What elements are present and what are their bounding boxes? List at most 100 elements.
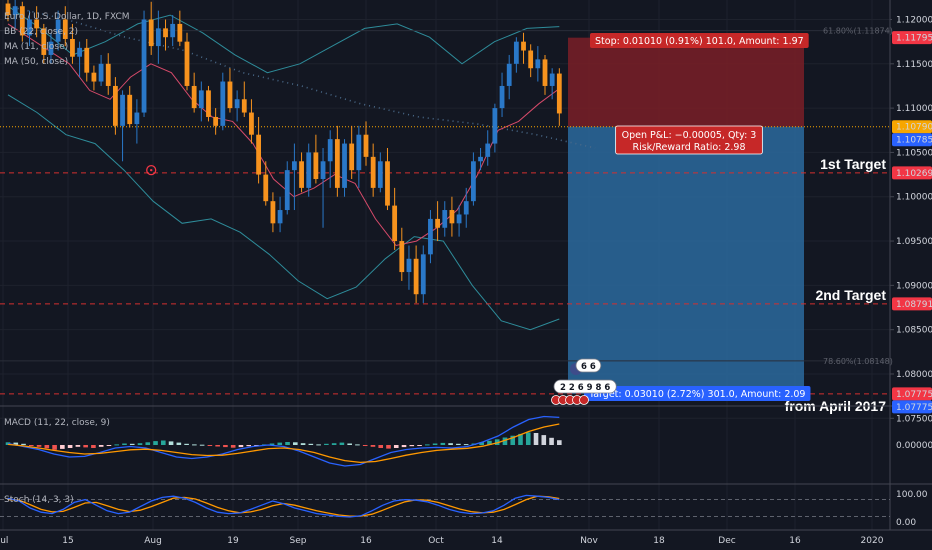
macd-histogram-bar (331, 443, 337, 445)
event-badges-top[interactable]: 6 6 (570, 358, 602, 375)
macd-histogram-bar (479, 442, 484, 445)
candle-body (62, 19, 68, 39)
bb-upper-band (7, 5, 560, 74)
pnl-annotation[interactable]: Open P&L: −0.00005, Qty: 3 Risk/Reward R… (615, 125, 763, 155)
macd-histogram-bar (557, 440, 562, 445)
candle-body (420, 254, 426, 295)
candle-body (41, 28, 47, 55)
macd-histogram-bar (362, 445, 368, 446)
stoch-tick-label: 100.00 (896, 490, 928, 500)
time-tick-label: 15 (62, 536, 73, 546)
macd-histogram-bar (401, 445, 407, 448)
candle-body (456, 214, 462, 224)
macd-histogram-bar (184, 443, 189, 445)
time-tick-label: 19 (227, 536, 239, 546)
candle-body (549, 73, 555, 86)
alert-marker[interactable] (146, 165, 157, 176)
stoch-tick-label: 0.00 (896, 518, 916, 528)
macd-histogram-bar (487, 440, 492, 445)
candle-body (392, 205, 398, 242)
target-box (584, 386, 811, 401)
macd-histogram-bar (316, 444, 321, 446)
macd-histogram-bar (254, 445, 259, 446)
time-tick-label: Aug (144, 536, 162, 546)
macd-histogram-bar (347, 443, 352, 445)
reward-zone[interactable] (568, 126, 804, 394)
time-tick-label: 14 (491, 536, 503, 546)
candle-body (77, 47, 82, 57)
macd-histogram-bar (122, 443, 127, 445)
candle-body (91, 72, 97, 82)
stop-text: Stop: 0.01010 (0.91%) 101.0, Amount: 1.9… (595, 36, 804, 47)
macd-histogram-bar (215, 445, 220, 447)
macd-axis[interactable]: 0.00000 (896, 441, 932, 451)
candle-body (206, 90, 211, 117)
macd-histogram-bar (269, 443, 275, 445)
risk-zone[interactable] (568, 37, 804, 127)
price-label: 1.10785 (896, 136, 932, 146)
candle-body (48, 41, 54, 55)
macd-histogram-bar (176, 442, 182, 445)
target-annotation[interactable]: Target: 0.03010 (2.72%) 301.0, Amount: 2… (584, 386, 811, 401)
candle-body (463, 201, 469, 215)
price-label: 1.11795 (896, 34, 932, 44)
macd-histogram-bar (137, 443, 143, 445)
candle-body (234, 99, 240, 109)
main-legend: Euro / U.S. Dollar, 1D, FXCM BB (22, clo… (4, 12, 130, 67)
macd-histogram-bar (324, 443, 329, 445)
macd-histogram-bar (75, 445, 81, 447)
candle-body (5, 3, 11, 16)
candle-body (227, 81, 233, 109)
candle-body (442, 210, 448, 228)
bb-legend: BB (22, close, 2) (4, 27, 78, 37)
candle-body (34, 19, 40, 29)
price-label-bg (892, 31, 932, 45)
macd-histogram-bar (114, 444, 120, 446)
symbol-title: Euro / U.S. Dollar, 1D, FXCM (4, 12, 130, 22)
candle-body (435, 218, 440, 228)
candle-body (148, 19, 154, 47)
price-tick-label: 1.11000 (896, 104, 932, 114)
time-tick-label: 16 (360, 536, 372, 546)
time-axis[interactable]: Jul 15 Aug 19 Sep 16 Oct 14 Nov 18 Dec 16 2020 (0, 529, 932, 546)
stoch-axis[interactable]: 100.00 0.00 (896, 490, 928, 528)
stop-box (590, 33, 809, 48)
candle-body (12, 6, 18, 16)
macd-histogram-bar (44, 445, 50, 449)
candle-body (513, 41, 519, 64)
macd-histogram-bar (518, 433, 523, 445)
candle-body (492, 108, 498, 144)
macd-histogram-bar (370, 445, 376, 447)
macd-pane[interactable]: MACD (11, 22, close, 9) (4, 415, 562, 467)
macd-histogram-bar (223, 445, 228, 448)
stoch-pane[interactable]: Stoch (14, 3, 3) (0, 494, 890, 518)
candle-body (299, 161, 304, 188)
candle-body (213, 116, 219, 126)
fib-618-label: 61.80%(1.11874) (823, 27, 893, 36)
price-tick-label: 1.11500 (896, 60, 932, 70)
candle-body (263, 174, 269, 202)
candle-body (363, 134, 369, 157)
stop-annotation[interactable]: Stop: 0.01010 (0.91%) 101.0, Amount: 1.9… (590, 33, 809, 48)
macd-histogram-bar (339, 442, 345, 445)
second-target-label: 2nd Target (815, 287, 886, 303)
price-label-bg (892, 297, 932, 311)
macd-histogram-bar (549, 437, 554, 445)
price-label-bg (892, 166, 932, 180)
macd-histogram-bar (393, 445, 399, 448)
candle-body (377, 161, 383, 188)
event-badges-bottom[interactable]: 2 2 6 9 8 6 (551, 379, 617, 405)
macd-histogram-bar (510, 435, 516, 445)
macd-histogram-bar (192, 444, 197, 446)
event-flags (551, 395, 589, 405)
macd-histogram-bar (21, 443, 26, 445)
macd-histogram-bar (440, 442, 446, 445)
candle-body (535, 59, 541, 69)
macd-histogram-bar (67, 445, 73, 448)
macd-histogram-bar (417, 445, 422, 446)
price-tick-label: 1.08000 (896, 370, 932, 380)
stoch-legend: Stoch (14, 3, 3) (4, 495, 74, 505)
macd-histogram-bar (161, 440, 166, 445)
price-axis[interactable]: 1.12000 1.11500 1.11000 1.10500 1.10000 1.095… (890, 12, 932, 424)
